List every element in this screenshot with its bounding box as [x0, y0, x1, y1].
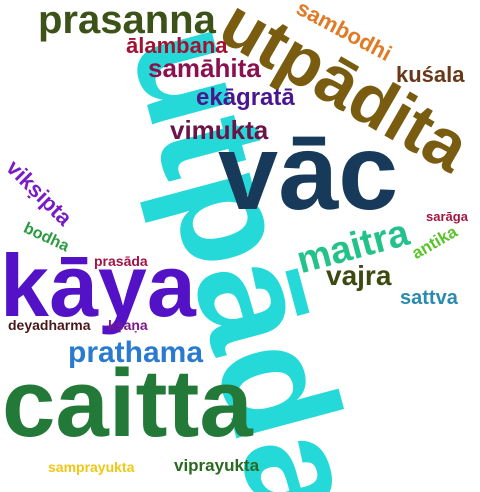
word-alambana: ālambana — [126, 33, 228, 58]
word-prathama: prathama — [68, 336, 204, 369]
word-caitta: caitta — [2, 350, 253, 457]
word-vajra: vajra — [326, 260, 392, 291]
word-viprayukta: viprayukta — [174, 456, 260, 475]
word-viksipta: vikṣipta — [1, 154, 78, 231]
word-ksana: kṣaṇa — [108, 317, 148, 333]
word-prasanna: prasanna — [38, 0, 216, 42]
word-kaya: kāya — [0, 236, 196, 335]
word-antika: antika — [408, 221, 461, 264]
word-samahita: samāhita — [148, 53, 261, 83]
word-vimukta: vimukta — [170, 115, 269, 145]
word-saraga: sarāga — [426, 209, 468, 224]
word-kusala: kuśala — [396, 62, 465, 87]
word-samprayukta: samprayukta — [48, 459, 135, 475]
word-deyadharma: deyadharma — [8, 317, 91, 333]
word-vac: vāc — [218, 111, 399, 232]
word-sattva: sattva — [400, 287, 458, 309]
word-ekagrata: ekāgratā — [196, 84, 295, 111]
word-prasada: prasāda — [94, 253, 148, 269]
